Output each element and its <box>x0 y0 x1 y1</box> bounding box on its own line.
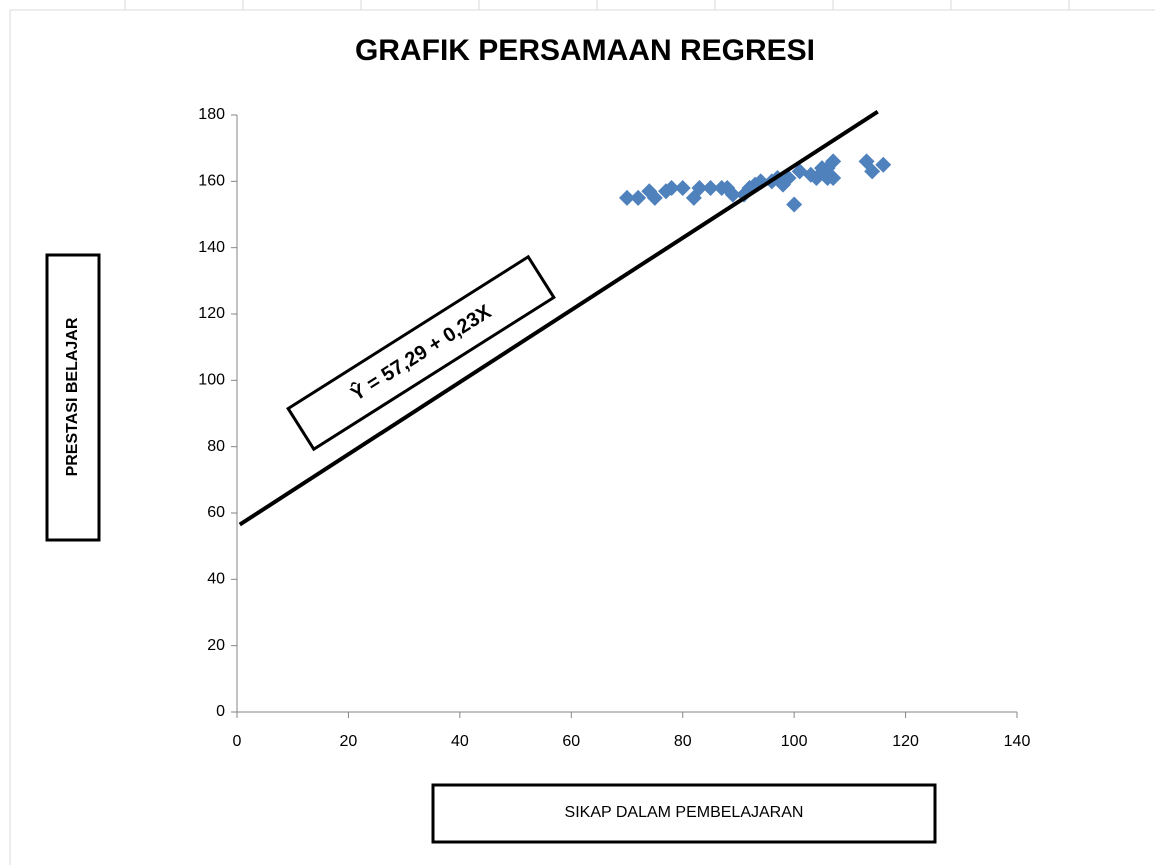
y-tick-label: 0 <box>216 703 225 720</box>
equation-box: Ŷ = 57,29 + 0,23X <box>286 254 556 452</box>
regression-line <box>238 110 879 527</box>
point <box>674 179 691 196</box>
y-tick-label: 40 <box>207 571 225 588</box>
point <box>702 179 719 196</box>
point <box>619 189 635 206</box>
y-axis-label: PRESTASI BELAJAR <box>64 317 81 476</box>
x-tick-label: 140 <box>1004 733 1031 750</box>
point <box>808 170 825 187</box>
point <box>630 189 647 206</box>
point <box>691 179 708 196</box>
y-tick-label: 20 <box>207 637 225 654</box>
sheet-grid <box>9 0 1155 865</box>
x-tick-label: 40 <box>451 733 469 750</box>
x-tick-label: 100 <box>781 733 808 750</box>
y-tick-label: 100 <box>198 372 225 389</box>
point <box>875 156 892 173</box>
x-tick-label: 60 <box>562 733 580 750</box>
y-tick-label: 160 <box>198 173 225 190</box>
y-tick-label: 180 <box>198 106 225 123</box>
y-tick-label: 80 <box>207 438 225 455</box>
chart-title: GRAFIK PERSAMAAN REGRESI <box>355 34 815 67</box>
point <box>724 186 741 203</box>
equation-frame <box>286 254 556 452</box>
y-tick-label: 140 <box>198 239 225 256</box>
point <box>663 179 680 196</box>
plot-area: 0 20 40 60 80 100 120 140 160 180 0 20 40 60 80 100 120 1… <box>198 106 1030 750</box>
x-axis-label: SIKAP DALAM PEMBELAJARAN <box>565 804 804 821</box>
x-tick-label: 0 <box>233 733 242 750</box>
point <box>825 170 842 187</box>
x-tick-label: 120 <box>892 733 919 750</box>
x-label-box <box>431 783 937 844</box>
point <box>646 189 663 206</box>
y-tick-label: 120 <box>198 305 225 322</box>
x-tick-label: 80 <box>674 733 692 750</box>
x-tick-label: 20 <box>340 733 358 750</box>
y-tick-label: 60 <box>207 504 225 521</box>
point <box>864 163 881 180</box>
equation: Ŷ = 57,29 + 0,23X <box>346 299 496 406</box>
point <box>825 153 842 170</box>
y-label-box <box>45 253 101 542</box>
point <box>786 196 803 213</box>
